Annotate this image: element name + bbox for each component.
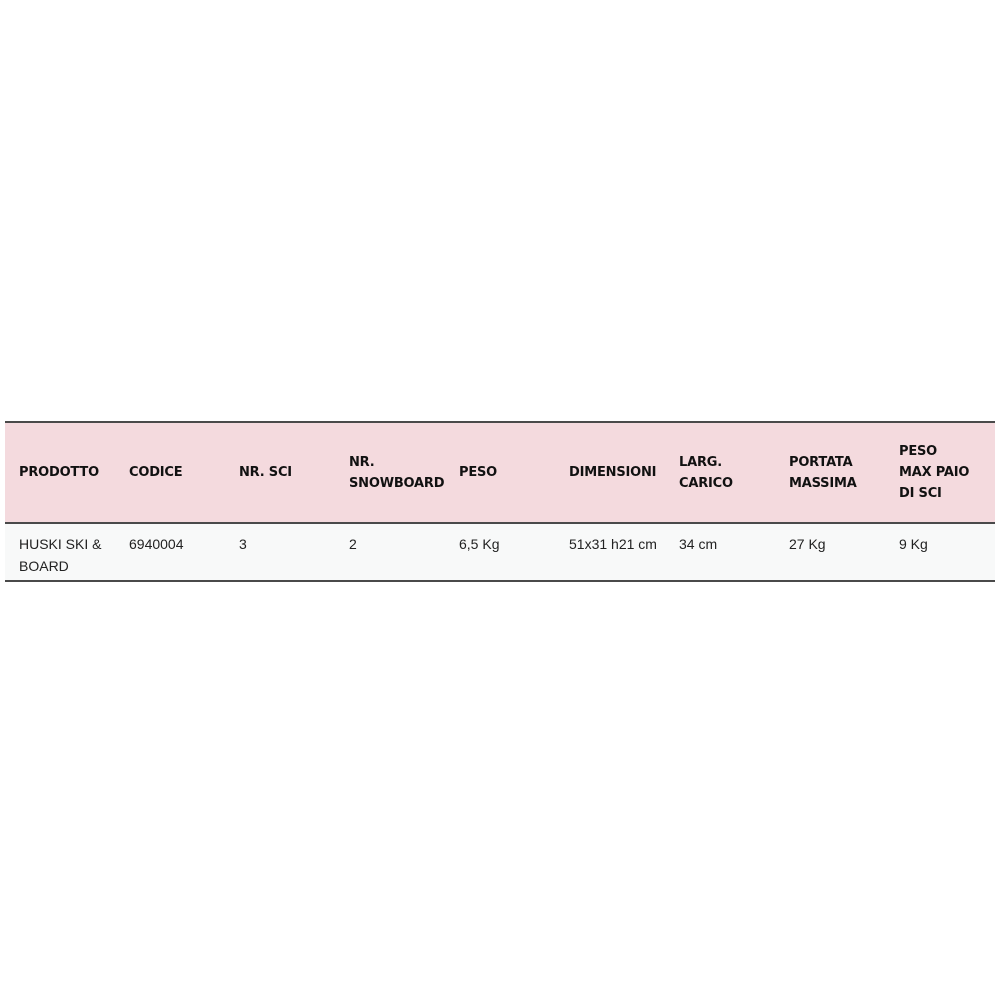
header-prodotto: PRODOTTO: [19, 423, 124, 522]
header-label: PORTATA MASSIMA: [789, 454, 857, 491]
header-peso-max-paio-di-sci: PESO MAX PAIO DI SCI: [899, 423, 971, 522]
cell-prodotto: HUSKI SKI & BOARD: [19, 536, 102, 574]
cell-dimensioni: 51x31 h21 cm: [569, 536, 657, 552]
header-larg-carico: LARG. CARICO: [679, 423, 749, 522]
header-nr-snowboard: NR. SNOWBOARD: [349, 423, 449, 522]
cell-nr-snowboard: 2: [349, 536, 357, 552]
header-portata-massima: PORTATA MASSIMA: [789, 423, 879, 522]
header-label: NR. SCI: [239, 465, 292, 480]
cell-portata-massima: 27 Kg: [789, 536, 826, 552]
cell-codice: 6940004: [129, 536, 184, 552]
table-header: PRODOTTO CODICE NR. SCI NR. SNOWBOARD PE…: [5, 423, 995, 524]
cell-peso: 6,5 Kg: [459, 536, 500, 552]
header-label: DIMENSIONI: [569, 465, 657, 480]
cell-peso-max-paio-di-sci: 9 Kg: [899, 536, 928, 552]
header-peso: PESO: [459, 423, 564, 522]
header-dimensioni: DIMENSIONI: [569, 423, 679, 522]
header-label: PESO: [459, 465, 498, 480]
cell-nr-sci: 3: [239, 536, 247, 552]
header-label: NR. SNOWBOARD: [349, 454, 445, 491]
header-label: PESO MAX PAIO DI SCI: [899, 444, 970, 501]
product-spec-table: PRODOTTO CODICE NR. SCI NR. SNOWBOARD PE…: [5, 421, 995, 582]
header-label: CODICE: [129, 465, 183, 480]
table-row: HUSKI SKI & BOARD 6940004 3 2 6,5 Kg 51x…: [5, 524, 995, 582]
header-nr-sci: NR. SCI: [239, 423, 344, 522]
header-label: LARG. CARICO: [679, 454, 733, 491]
header-codice: CODICE: [129, 423, 234, 522]
header-label: PRODOTTO: [19, 465, 99, 480]
cell-larg-carico: 34 cm: [679, 536, 718, 552]
